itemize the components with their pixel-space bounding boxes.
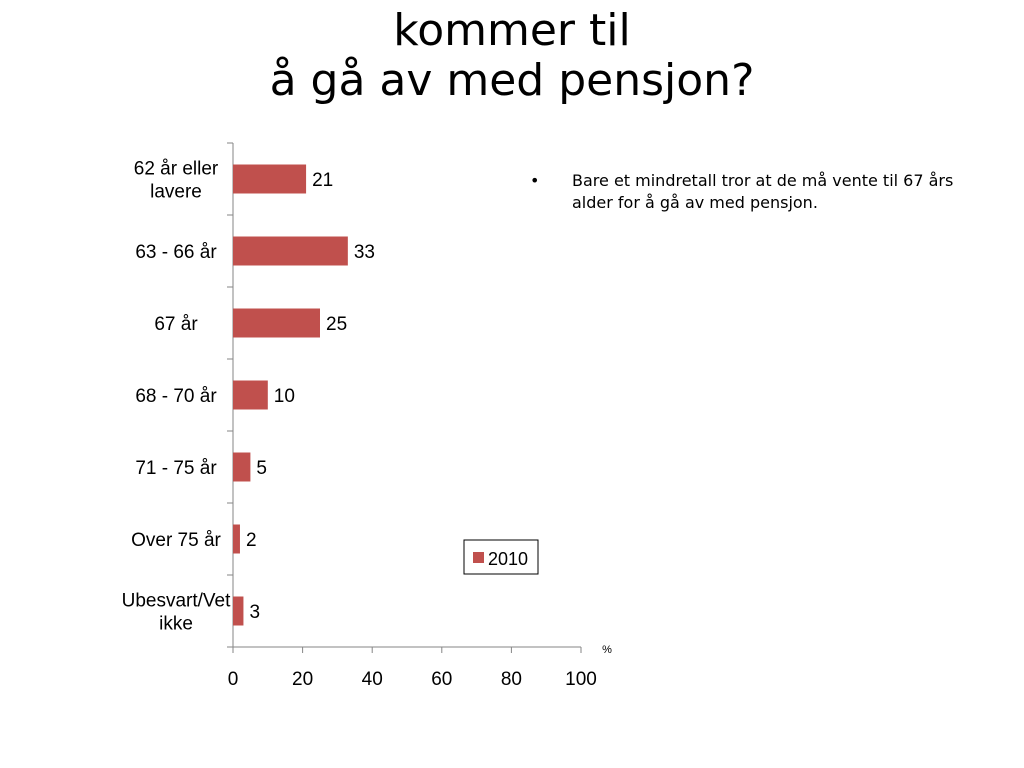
category-label: 68 - 70 år [135, 386, 217, 407]
data-label: 33 [354, 242, 375, 263]
slide-title: kommer til å gå av med pensjon? [0, 6, 1024, 106]
x-tick-label: 60 [431, 669, 452, 690]
x-tick-label: 80 [501, 669, 522, 690]
x-tick-label: 0 [228, 669, 239, 690]
bullet-text: Bare et mindretall tror at de må vente t… [572, 171, 954, 212]
category-label: Over 75 år [131, 530, 221, 551]
title-line-2: å gå av med pensjon? [269, 55, 755, 106]
category-label: 63 - 66 år [135, 242, 217, 263]
bullet-icon: • [530, 171, 540, 190]
data-label: 25 [326, 314, 347, 335]
x-tick-label: 100 [565, 669, 597, 690]
x-tick-label: 40 [362, 669, 383, 690]
data-label: 5 [256, 458, 267, 479]
bar [233, 308, 320, 338]
data-label: 2 [246, 530, 257, 551]
data-label: 3 [249, 602, 260, 623]
bar [233, 524, 240, 554]
category-label: 67 år [154, 314, 198, 335]
legend-label: 2010 [488, 549, 528, 569]
bar [233, 164, 307, 194]
bar [233, 236, 348, 266]
bar [233, 596, 244, 626]
bullet-point: • Bare et mindretall tror at de må vente… [530, 170, 960, 214]
bar [233, 452, 251, 482]
category-label: 71 - 75 år [135, 458, 217, 479]
data-label: 10 [274, 386, 295, 407]
category-label: 62 år eller [134, 159, 219, 180]
legend-swatch [473, 552, 484, 563]
category-label: Ubesvart/Vet [122, 591, 231, 612]
title-line-1: kommer til [393, 5, 631, 56]
category-label: lavere [150, 182, 202, 203]
x-axis-label: % [602, 644, 612, 656]
data-label: 21 [312, 170, 333, 191]
bar [233, 380, 268, 410]
x-tick-label: 20 [292, 669, 313, 690]
category-label: ikke [159, 614, 193, 635]
